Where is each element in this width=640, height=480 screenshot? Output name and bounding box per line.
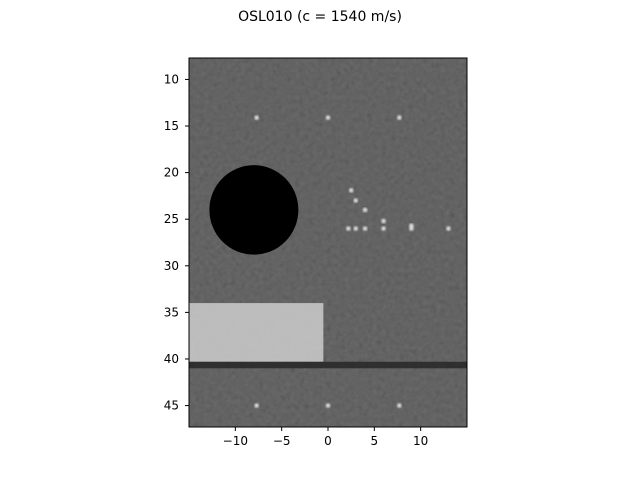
- point-target: [409, 226, 414, 231]
- x-axis: −10 −5 0 5 10: [223, 427, 428, 448]
- y-tick-label: 40: [164, 352, 179, 366]
- point-target: [381, 218, 386, 224]
- point-target: [254, 115, 259, 120]
- point-target: [346, 226, 351, 231]
- ultrasound-image: [189, 58, 467, 427]
- point-target: [362, 207, 368, 213]
- point-target: [397, 115, 402, 120]
- point-target: [397, 403, 402, 408]
- shadow-band: [189, 361, 467, 369]
- point-target: [353, 198, 358, 203]
- anechoic-cyst: [209, 165, 299, 255]
- y-tick-label: 15: [164, 119, 179, 133]
- y-tick-label: 35: [164, 305, 179, 319]
- hyperechoic-region: [189, 303, 324, 362]
- x-tick-label: −10: [223, 434, 248, 448]
- plot-area: [188, 57, 468, 428]
- y-axis: 10 15 20 25 30 35 40 45: [164, 72, 189, 413]
- point-target: [325, 115, 331, 120]
- point-target: [381, 226, 386, 231]
- point-target: [362, 226, 368, 231]
- point-target: [348, 188, 354, 193]
- x-tick-label: 0: [324, 434, 332, 448]
- y-tick-label: 45: [164, 399, 179, 413]
- y-tick-label: 30: [164, 259, 179, 273]
- x-tick-label: 10: [413, 434, 428, 448]
- point-target: [254, 403, 259, 408]
- point-target: [353, 226, 358, 231]
- y-tick-label: 20: [164, 166, 179, 180]
- y-tick-label: 25: [164, 212, 179, 226]
- x-tick-label: 5: [371, 434, 379, 448]
- x-tick-label: −5: [273, 434, 291, 448]
- point-target: [325, 403, 331, 408]
- y-tick-label: 10: [164, 72, 179, 86]
- point-target: [446, 226, 451, 231]
- chart-title: OSL010 (c = 1540 m/s): [238, 9, 402, 25]
